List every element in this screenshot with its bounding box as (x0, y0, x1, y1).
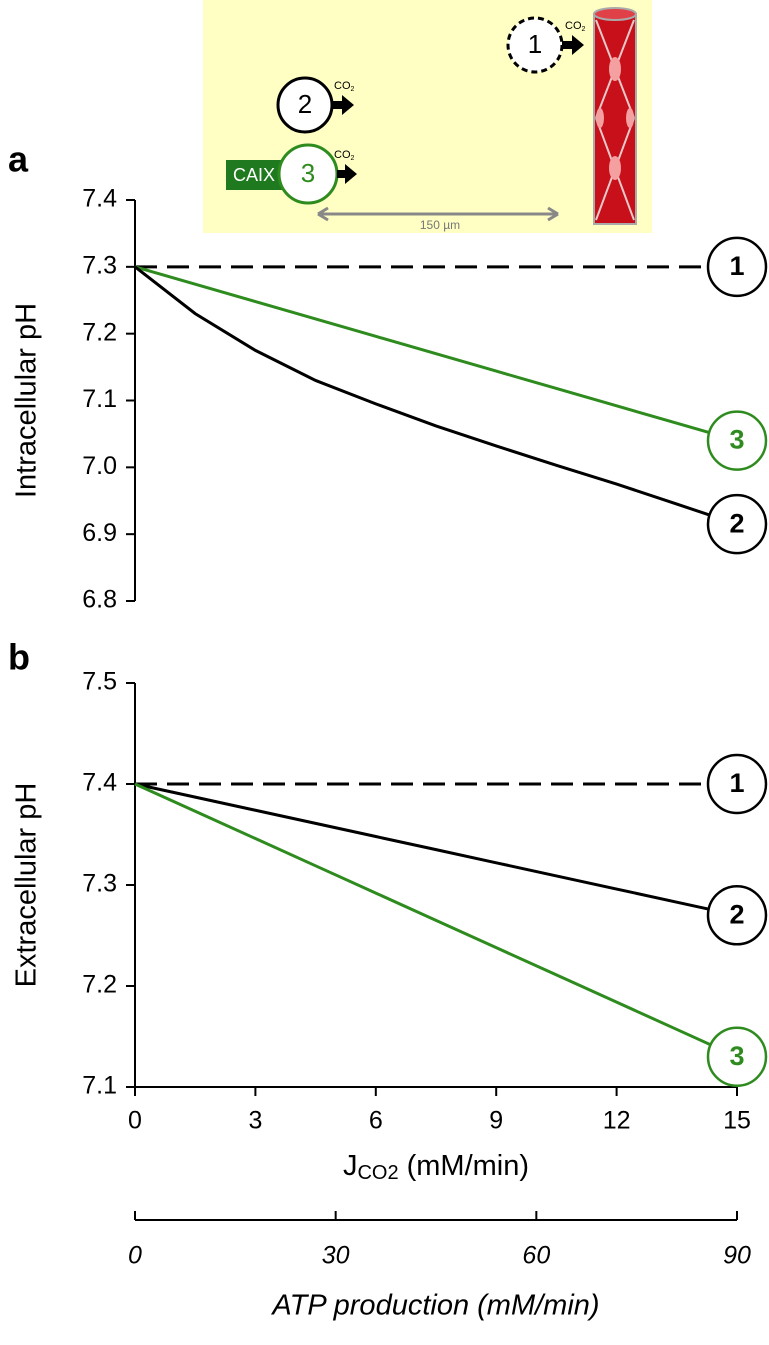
panel-label: a (8, 139, 29, 180)
distance-arrow (317, 206, 559, 222)
y-axis-label: Extracellular pH (11, 783, 43, 988)
y-tick-label: 6.8 (82, 586, 117, 614)
legend-label: 1 (729, 251, 744, 281)
x-label-main: J (343, 1150, 358, 1182)
y-tick-label: 7.1 (82, 385, 117, 413)
series-badge (706, 410, 768, 471)
y-tick-label: 7.4 (82, 769, 117, 797)
x-tick-label: 6 (369, 1107, 383, 1135)
x2-axis-label: ATP production (mM/min) (270, 1290, 599, 1322)
vessel-cell (596, 108, 604, 128)
y-tick-label: 7.3 (82, 251, 117, 279)
legend-label: 2 (729, 899, 744, 929)
series-line (134, 265, 738, 526)
y-tick-label: 6.9 (82, 519, 117, 547)
gas-label: CO2 (334, 149, 355, 162)
vessel-cell (609, 57, 621, 81)
x-axis-label: JCO2 (mM/min) (343, 1150, 529, 1185)
cell-label: 3 (301, 158, 315, 188)
x-tick-label: 9 (489, 1107, 503, 1135)
y-tick-label: 7.0 (82, 452, 117, 480)
legend-label: 3 (729, 1041, 744, 1071)
series-line (134, 265, 738, 443)
y-tick-label: 7.2 (82, 971, 117, 999)
legend-label: 3 (729, 425, 744, 455)
y-axis-label: Intracellular pH (11, 303, 43, 498)
series-line (134, 782, 738, 1059)
cell-label: 2 (298, 89, 312, 119)
y-tick-label: 7.1 (82, 1072, 117, 1100)
y-tick-label: 7.4 (82, 185, 117, 213)
inset: 1 CO2 2 CO2 CAIX 3 CO2 150 µm (203, 0, 652, 233)
legend-label: 1 (729, 768, 744, 798)
series-badge (706, 753, 768, 815)
x-label-rest: (mM/min) (399, 1150, 529, 1182)
distance-label: 150 µm (420, 218, 460, 232)
x-tick-label: 15 (723, 1107, 751, 1135)
series-badge (706, 885, 768, 946)
cell-label: 1 (528, 29, 542, 59)
x-tick-label: 3 (248, 1107, 262, 1135)
x2-tick-label: 60 (522, 1242, 550, 1270)
series-badge (706, 493, 768, 555)
x2-tick-label: 30 (322, 1242, 350, 1270)
series-line (134, 782, 738, 917)
gas-label: CO2 (334, 80, 355, 93)
arrow (337, 164, 357, 184)
x-label-sub: CO2 (357, 1162, 398, 1184)
vessel-cell (626, 108, 634, 128)
arrow (332, 95, 354, 115)
x-tick-label: 12 (603, 1107, 631, 1135)
series-badge (706, 236, 768, 298)
arrow (562, 35, 584, 55)
series-badge (706, 1026, 768, 1087)
x-tick-label: 0 (128, 1107, 142, 1135)
gas-label: CO2 (565, 20, 586, 33)
legend-label: 2 (729, 508, 744, 538)
vessel-cell (609, 156, 621, 180)
x2-tick-label: 0 (128, 1242, 142, 1270)
y-tick-label: 7.3 (82, 870, 117, 898)
y-tick-label: 7.5 (82, 668, 117, 696)
inset-background (203, 0, 652, 233)
panel-label: b (8, 637, 30, 678)
x2-tick-label: 90 (723, 1242, 751, 1270)
vessel-top (593, 7, 637, 21)
y-tick-label: 7.2 (82, 318, 117, 346)
enzyme-label: CAIX (233, 165, 275, 185)
